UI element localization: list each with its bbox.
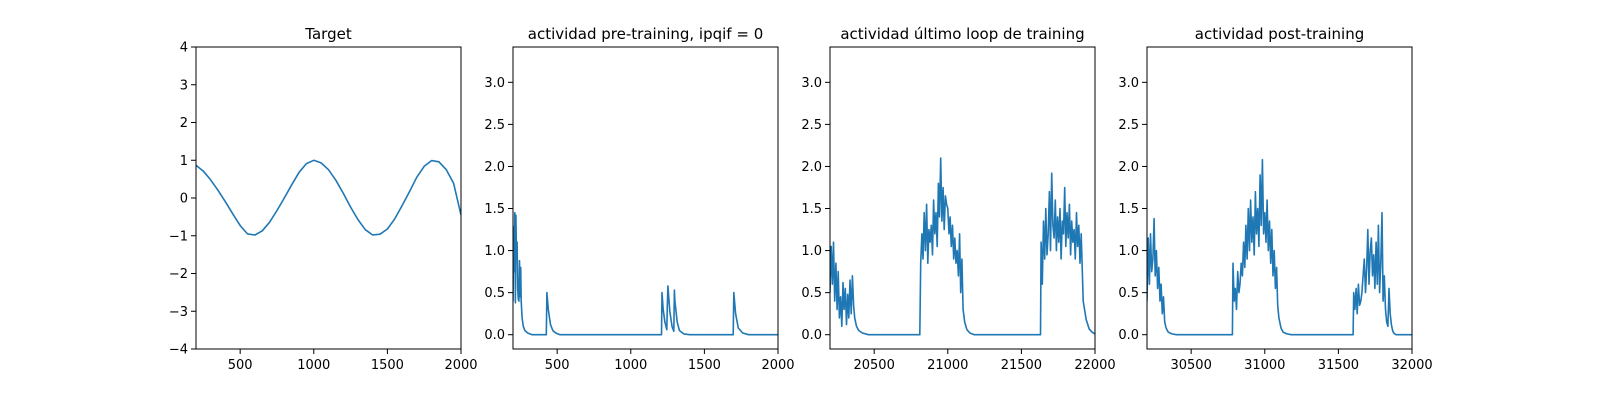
y-tick-label: 1.0 [484, 244, 505, 259]
x-tick-label: 21500 [1001, 358, 1042, 373]
axes-frame [512, 46, 779, 350]
last-training-loop-panel: actividad último loop de training 20500 2… [801, 25, 1115, 373]
y-tick-label: 3.0 [801, 76, 822, 91]
y-tick-label: 2.5 [484, 118, 505, 133]
x-tick-label: 20500 [853, 358, 894, 373]
y-tick-label: 1 [180, 154, 188, 169]
x-tick-label: 30500 [1170, 358, 1211, 373]
y-tick-label: 2.5 [1118, 118, 1139, 133]
target-panel: Target 500 1000 1500 2000 −4 −3 −2 −1 0 1 2 3 4 [169, 25, 478, 373]
y-tick-label: 1.5 [1118, 202, 1139, 217]
last-training-loop-panel-title: actividad último loop de training [840, 25, 1084, 43]
y-tick-label: −4 [169, 343, 188, 358]
x-tick-label: 500 [228, 358, 253, 373]
y-tick-label: 2.0 [1118, 160, 1139, 175]
x-tick-label: 32000 [1391, 358, 1432, 373]
y-tick-label: 2.0 [484, 160, 505, 175]
x-tick-label: 1000 [614, 358, 647, 373]
y-tick-label: 1.5 [484, 202, 505, 217]
y-tick-label: 2 [180, 116, 188, 131]
y-tick-label: 1.5 [801, 202, 822, 217]
axes-frame [829, 46, 1096, 350]
y-tick-label: 3.0 [484, 76, 505, 91]
post-training-panel: actividad post-training 30500 31000 31500 3… [1118, 25, 1432, 373]
y-tick-label: −3 [169, 305, 188, 320]
y-tick-label: 3 [180, 78, 188, 93]
x-tick-label: 1000 [297, 358, 330, 373]
series-line [1147, 158, 1412, 336]
y-tick-label: 1.0 [801, 244, 822, 259]
x-tick-label: 2000 [444, 358, 477, 373]
y-tick-label: 2.0 [801, 160, 822, 175]
axes-frame [1146, 46, 1413, 350]
y-tick-label: 0.0 [484, 328, 505, 343]
x-tick-label: 500 [545, 358, 570, 373]
series-line [830, 157, 1095, 336]
y-tick-label: 2.5 [801, 118, 822, 133]
series-line [513, 211, 778, 336]
x-tick-label: 2000 [761, 358, 794, 373]
pre-training-panel: actividad pre-training, ipqif = 0 500 100… [484, 25, 794, 373]
y-tick-label: 0.0 [1118, 328, 1139, 343]
series-line [196, 159, 461, 236]
y-tick-label: 3.0 [1118, 76, 1139, 91]
y-tick-label: 1.0 [1118, 244, 1139, 259]
x-tick-label: 31000 [1244, 358, 1285, 373]
x-tick-label: 31500 [1318, 358, 1359, 373]
post-training-panel-title: actividad post-training [1195, 25, 1364, 43]
y-tick-label: 0.5 [484, 286, 505, 301]
y-tick-label: −1 [169, 229, 188, 244]
x-tick-label: 21000 [927, 358, 968, 373]
pre-training-panel-title: actividad pre-training, ipqif = 0 [528, 25, 764, 43]
x-tick-label: 22000 [1074, 358, 1115, 373]
y-tick-label: 0.0 [801, 328, 822, 343]
y-tick-label: 4 [180, 41, 188, 56]
y-tick-label: −2 [169, 267, 188, 282]
y-tick-label: 0.5 [1118, 286, 1139, 301]
y-tick-label: 0 [180, 192, 188, 207]
y-tick-label: 0.5 [801, 286, 822, 301]
x-tick-label: 1500 [371, 358, 404, 373]
target-panel-title: Target [304, 25, 352, 43]
x-tick-label: 1500 [688, 358, 721, 373]
